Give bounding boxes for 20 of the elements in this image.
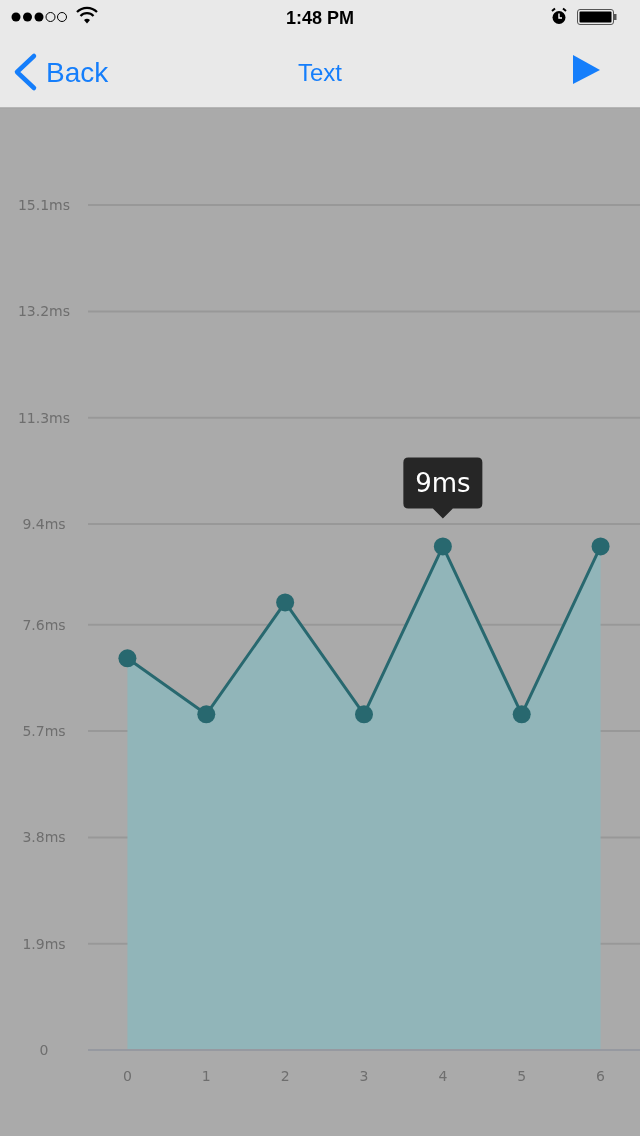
text: Back bbox=[46, 57, 110, 88]
y-tick-label: 1.9ms bbox=[22, 935, 66, 952]
y-tick-label: 7.6ms bbox=[22, 616, 66, 633]
x-tick-label: 5 bbox=[517, 1068, 527, 1084]
x-tick-label: 6 bbox=[596, 1068, 606, 1084]
y-tick-label: 5.7ms bbox=[22, 722, 66, 739]
y-tick-label: 15.1ms bbox=[17, 197, 71, 214]
text: 1:48 PM bbox=[285, 8, 355, 28]
x-tick-label: 3 bbox=[359, 1068, 369, 1084]
x-tick-label: 4 bbox=[438, 1068, 448, 1084]
x-tick-label: 2 bbox=[280, 1068, 290, 1084]
y-tick-label: 13.2ms bbox=[17, 303, 71, 320]
annotation: 9ms bbox=[415, 468, 471, 499]
y-tick-label: 11.3ms bbox=[17, 409, 71, 426]
chart-title: Text bbox=[297, 59, 343, 86]
x-tick-label: 0 bbox=[122, 1068, 132, 1084]
y-tick-label: 3.8ms bbox=[22, 829, 66, 846]
x-tick-label: 1 bbox=[201, 1068, 211, 1084]
y-tick-label: 9.4ms bbox=[22, 515, 66, 532]
y-tick-label: 0 bbox=[39, 1041, 49, 1058]
